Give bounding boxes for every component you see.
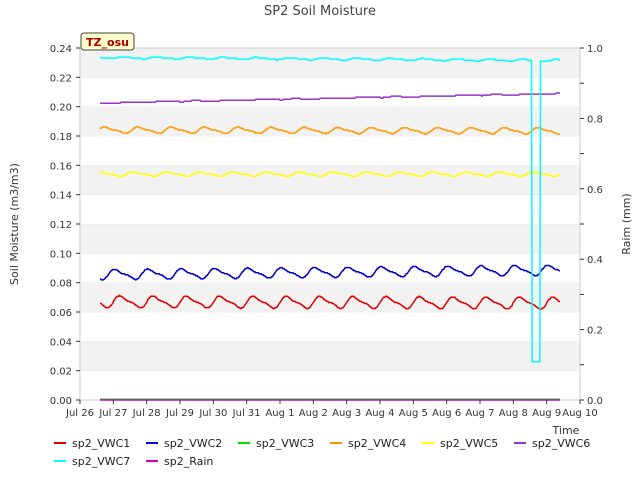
- x-tick-label: Jul 30: [198, 408, 227, 419]
- legend-item-sp2_VWC6: sp2_VWC6: [514, 437, 590, 450]
- y-tick-label: 0.10: [50, 249, 72, 260]
- series-line-sp2_VWC1: [99, 294, 561, 311]
- legend-item-sp2_Rain: sp2_Rain: [146, 455, 213, 468]
- grid-band: [80, 282, 580, 312]
- legend-label: sp2_VWC7: [72, 455, 130, 468]
- series-line-sp2_VWC5: [99, 171, 561, 177]
- legend-item-sp2_VWC5: sp2_VWC5: [422, 437, 498, 450]
- legend-item-sp2_VWC1: sp2_VWC1: [54, 437, 130, 450]
- x-tick-label: Aug 5: [399, 408, 428, 419]
- grid-band: [80, 370, 580, 400]
- grid-band: [80, 48, 580, 78]
- y-tick-label: 0.08: [50, 279, 72, 290]
- series-line-sp2_VWC4: [99, 126, 561, 135]
- y-tick-label: 0.14: [50, 191, 72, 202]
- x-tick-label: Aug 10: [562, 408, 597, 419]
- grid-band: [80, 194, 580, 224]
- x-tick-label: Aug 7: [465, 408, 494, 419]
- y2-axis-label: Raim (mm): [620, 193, 633, 254]
- legend-label: sp2_VWC1: [72, 437, 130, 450]
- x-tick-label: Aug 4: [365, 408, 394, 419]
- series-line-sp2_VWC2: [99, 264, 561, 281]
- y-tick-label: 0.22: [50, 73, 72, 84]
- x-tick-label: Jul 31: [232, 408, 261, 419]
- x-tick-label: Aug 1: [265, 408, 294, 419]
- y2-axis-ticks: 0.0 0.2 0.4 0.6 0.8 1.0: [580, 44, 603, 407]
- x-tick-label: Aug 3: [332, 408, 361, 419]
- y-tick-label: 0.06: [50, 308, 72, 319]
- legend-label: sp2_VWC5: [440, 437, 498, 450]
- grid-band: [80, 224, 580, 254]
- y-axis-ticks: 0.00 0.02 0.04 0.06 0.08 0.10 0.12 0.14 0.16 0.18…: [50, 44, 80, 407]
- y-axis-label: Soil Moisture (m3/m3): [8, 163, 21, 285]
- chart-title: SP2 Soil Moisture: [264, 4, 376, 19]
- grid-band: [80, 341, 580, 371]
- y2-tick-label: 0.0: [587, 396, 603, 407]
- x-tick-label: Jul 28: [132, 408, 161, 419]
- legend-item-sp2_VWC3: sp2_VWC3: [238, 437, 314, 450]
- x-tick-label: Aug 8: [499, 408, 528, 419]
- x-tick-label: Aug 2: [299, 408, 328, 419]
- series-line-sp2_VWC6: [99, 92, 561, 105]
- grid-band: [80, 165, 580, 195]
- y2-tick-label: 1.0: [587, 44, 603, 55]
- series-layer: [99, 56, 561, 401]
- y-tick-label: 0.16: [50, 161, 72, 172]
- legend-label: sp2_VWC3: [256, 437, 314, 450]
- legend-label: sp2_VWC4: [348, 437, 406, 450]
- legend-label: sp2_Rain: [164, 455, 213, 468]
- series-line-sp2_VWC7: [99, 56, 561, 363]
- legend-item-sp2_VWC2: sp2_VWC2: [146, 437, 222, 450]
- x-tick-label: Jul 29: [165, 408, 194, 419]
- y-tick-label: 0.20: [50, 103, 72, 114]
- y-tick-label: 0.04: [50, 337, 72, 348]
- x-tick-label: Jul 26: [65, 408, 94, 419]
- y-tick-label: 0.00: [50, 396, 72, 407]
- y2-tick-label: 0.2: [587, 326, 603, 337]
- legend-label: sp2_VWC6: [532, 437, 590, 450]
- legend-label: sp2_VWC2: [164, 437, 222, 450]
- x-tick-label: Jul 27: [98, 408, 127, 419]
- y2-tick-label: 0.4: [587, 255, 603, 266]
- legend: sp2_VWC1 sp2_VWC2 sp2_VWC3 sp2_VWC4 sp2_VWC5…: [54, 437, 590, 468]
- y2-tick-label: 0.6: [587, 185, 603, 196]
- x-axis-label: Time: [552, 424, 580, 437]
- annotation-label: TZ_osu: [86, 36, 129, 49]
- annotation-box: TZ_osu: [80, 32, 135, 51]
- y-tick-label: 0.24: [50, 44, 72, 55]
- grid-bands: [80, 47, 580, 400]
- x-tick-label: Aug 9: [532, 408, 561, 419]
- y2-tick-label: 0.8: [587, 114, 603, 125]
- grid-band: [80, 136, 580, 166]
- x-tick-label: Aug 6: [432, 408, 461, 419]
- legend-item-sp2_VWC4: sp2_VWC4: [330, 437, 406, 450]
- x-axis-ticks: Jul 26 Jul 27 Jul 28 Jul 29 Jul 30 Jul 31 Aug …: [65, 400, 598, 419]
- grid-band: [80, 253, 580, 283]
- y-tick-label: 0.18: [50, 132, 72, 143]
- legend-item-sp2_VWC7: sp2_VWC7: [54, 455, 130, 468]
- grid-band: [80, 312, 580, 342]
- y-tick-label: 0.12: [50, 220, 72, 231]
- y-tick-label: 0.02: [50, 367, 72, 378]
